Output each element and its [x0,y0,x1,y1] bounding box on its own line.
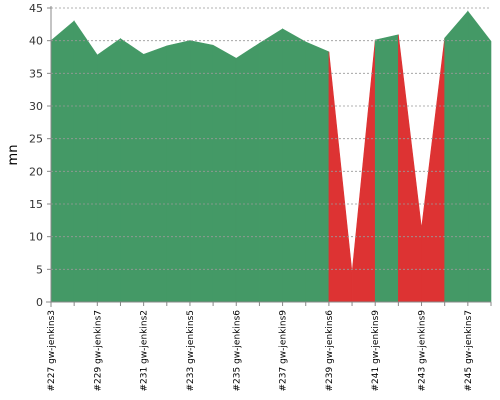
area-segment-13 [328,51,353,303]
x-tick-label-4: #233 gw-jenkins5 [186,310,196,391]
area-segment-4 [120,38,144,303]
area-segments [50,10,492,303]
x-tick-label-2: #229 gw-jenkins7 [93,310,103,391]
y-tick-label-5: 5 [36,263,43,276]
y-tick-label-0: 0 [36,296,43,309]
y-tick-label-45: 45 [29,2,43,15]
y-tick-labels: 0 5 10 15 20 25 30 35 40 45 [29,2,51,309]
area-segment-2 [73,20,98,303]
y-tick-label-25: 25 [29,133,43,146]
x-tick-label-9: #243 gw-jenkins9 [418,310,428,392]
area-segment-1 [50,20,75,303]
x-tick-label-3: #231 gw-jenkins2 [140,310,150,391]
area-segment-7 [189,40,214,303]
area-segment-17 [421,38,445,303]
x-tick-label-1: #227 gw-jenkins3 [47,310,57,391]
area-segment-8 [212,44,237,303]
x-tick-labels: #227 gw-jenkins3 #229 gw-jenkins7 #231 gw-… [47,302,492,392]
area-segment-9 [235,42,260,303]
area-segment-19 [467,10,492,303]
area-segment-15 [374,34,399,303]
x-tick-label-6: #237 gw-jenkins9 [279,310,289,392]
y-tick-label-20: 20 [29,165,43,178]
y-axis-label: mn [6,145,21,166]
x-tick-label-8: #241 gw-jenkins9 [371,310,381,392]
y-tick-label-35: 35 [29,67,43,80]
area-segment-6 [166,40,191,303]
area-segment-11 [282,28,307,303]
y-tick-label-10: 10 [29,231,43,244]
x-tick-label-7: #239 gw-jenkins6 [325,310,335,392]
gridlines [51,7,491,270]
area-segment-18 [444,10,469,303]
y-tick-label-40: 40 [29,35,43,48]
area-segment-5 [143,45,168,303]
area-segment-10 [259,28,283,303]
x-tick-label-5: #235 gw-jenkins6 [232,310,242,392]
area-segment-16 [398,34,422,303]
area-segment-12 [305,41,330,303]
y-tick-label-15: 15 [29,198,43,211]
x-tick-label-10: #245 gw-jenkins7 [464,310,474,391]
y-tick-label-30: 30 [29,100,43,113]
area-segment-3 [97,38,121,303]
